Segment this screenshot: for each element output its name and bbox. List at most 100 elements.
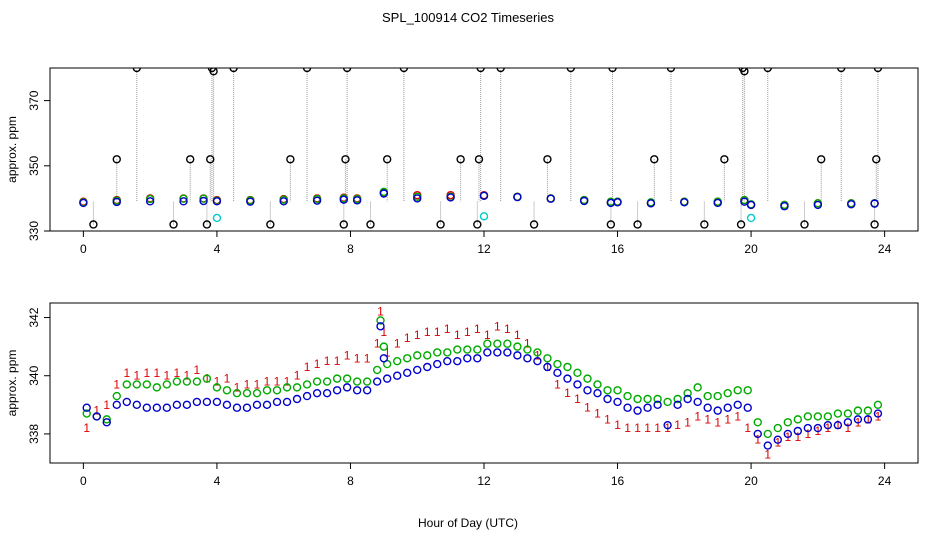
bottom-point-3 <box>192 397 202 407</box>
top-point-raw-samples <box>341 155 350 164</box>
top-point-raw-samples <box>89 220 98 229</box>
bottom-point-3 <box>453 356 462 366</box>
top-point-flagged <box>479 212 489 221</box>
top-point-level-3 <box>579 196 589 206</box>
bottom-point-2 <box>483 339 492 348</box>
bottom-point-1: 1 <box>514 328 521 342</box>
bottom-point-2 <box>122 380 131 389</box>
top-point-raw-samples <box>736 220 746 229</box>
top-x-tick-label: 24 <box>878 242 892 256</box>
bottom-point-2 <box>152 383 162 392</box>
bottom-point-3 <box>693 397 702 407</box>
x-axis-label: Hour of Day (UTC) <box>418 516 518 530</box>
bottom-point-2 <box>82 409 91 418</box>
bottom-point-3 <box>823 420 833 430</box>
top-point-raw-samples <box>872 155 881 164</box>
bottom-point-3 <box>703 403 712 412</box>
top-point-raw-samples <box>473 220 482 229</box>
bottom-point-3 <box>202 397 212 407</box>
top-point-raw-samples <box>266 220 275 229</box>
bottom-point-3 <box>733 400 742 410</box>
bottom-point-1: 1 <box>93 404 100 418</box>
bottom-point-3 <box>372 377 382 386</box>
top-point-level-3 <box>680 198 689 207</box>
top-point-raw-samples <box>169 220 178 229</box>
top-point-raw-samples <box>816 155 826 164</box>
bottom-point-2 <box>773 423 782 433</box>
bottom-point-3 <box>773 435 782 444</box>
bottom-point-1: 1 <box>334 354 341 368</box>
top-point-level-3 <box>613 198 622 207</box>
bottom-point-1: 1 <box>214 375 221 389</box>
top-point-raw-samples <box>837 68 846 73</box>
bottom-point-2 <box>393 356 402 366</box>
bottom-point-2 <box>312 377 322 386</box>
top-point-level-3 <box>179 197 188 206</box>
bottom-point-3 <box>423 362 432 372</box>
bottom-point-3 <box>613 397 622 407</box>
bottom-point-2 <box>102 415 111 424</box>
top-point-level-3 <box>279 197 288 206</box>
bottom-point-3 <box>142 403 152 412</box>
bottom-point-2 <box>673 394 682 404</box>
top-point-raw-samples <box>382 155 392 164</box>
bottom-point-3 <box>503 348 512 357</box>
bottom-point-2 <box>342 374 352 383</box>
top-point-level-3 <box>413 194 422 203</box>
bottom-point-3 <box>132 400 142 410</box>
bottom-point-2 <box>142 380 152 389</box>
bottom-point-3 <box>473 354 482 363</box>
bottom-point-2 <box>713 391 722 401</box>
bottom-point-1: 1 <box>354 351 361 365</box>
bottom-point-3 <box>763 441 772 450</box>
top-point-raw-samples <box>763 68 772 73</box>
bottom-point-2 <box>703 391 712 401</box>
bottom-point-3 <box>493 348 502 357</box>
bottom-point-1: 1 <box>764 447 771 461</box>
bottom-point-1: 1 <box>364 351 371 365</box>
bottom-point-3 <box>122 397 131 407</box>
bottom-point-2 <box>202 374 212 383</box>
top-point-raw-samples <box>342 68 352 73</box>
top-point-level-2 <box>179 194 188 203</box>
top-point-raw-samples <box>566 68 575 73</box>
bottom-point-1: 1 <box>754 433 761 447</box>
bottom-point-1: 1 <box>344 348 351 362</box>
bottom-point-3 <box>443 356 452 366</box>
bottom-point-2 <box>803 412 813 421</box>
bottom-point-1: 1 <box>464 325 471 339</box>
top-point-level-3 <box>713 198 722 208</box>
top-point-raw-samples <box>302 68 312 73</box>
bottom-point-3 <box>673 400 682 410</box>
bottom-point-1: 1 <box>694 409 701 423</box>
figure-title: SPL_100914 CO2 Timeseries <box>382 10 554 25</box>
top-x-tick-label: 0 <box>80 242 87 256</box>
bottom-point-2 <box>473 345 482 354</box>
bottom-point-2 <box>413 351 422 360</box>
bottom-point-2 <box>563 362 572 372</box>
bottom-point-2 <box>613 386 622 395</box>
top-point-raw-samples <box>873 68 883 73</box>
bottom-point-3 <box>242 403 252 412</box>
bottom-x-tick-label: 16 <box>611 474 625 488</box>
bottom-point-1: 1 <box>143 366 150 380</box>
bottom-point-2 <box>833 409 843 418</box>
bottom-point-2 <box>723 388 732 398</box>
bottom-point-3 <box>713 406 722 415</box>
bottom-y-axis-label: approx. ppm <box>5 350 19 417</box>
bottom-point-1: 1 <box>845 421 852 435</box>
top-point-level-3 <box>513 192 522 202</box>
bottom-point-3 <box>843 418 853 427</box>
bottom-point-3 <box>152 403 162 412</box>
bottom-point-1: 1 <box>835 418 842 432</box>
bottom-point-1: 1 <box>865 412 872 426</box>
bottom-point-1: 1 <box>674 418 681 432</box>
bottom-point-2 <box>683 388 692 398</box>
top-point-raw-samples <box>529 220 539 229</box>
top-point-raw-samples <box>399 68 409 73</box>
bottom-point-3 <box>523 354 532 363</box>
bottom-point-2 <box>372 365 382 375</box>
bottom-point-3 <box>302 391 312 401</box>
bottom-point-3 <box>463 354 472 363</box>
bottom-point-1: 1 <box>414 328 421 342</box>
